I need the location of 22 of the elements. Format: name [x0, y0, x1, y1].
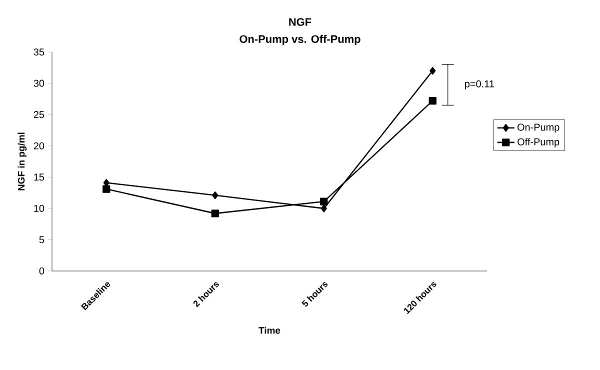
annotation: p=0.11	[465, 80, 494, 90]
point	[428, 96, 436, 105]
y-axis-title: NGF in pg/ml	[18, 132, 27, 190]
legend-label: Off-Pump	[518, 138, 560, 148]
y-tick-label: 0	[39, 267, 44, 275]
point	[430, 66, 436, 75]
y-tick-label: 15	[34, 174, 44, 181]
y-tick-label: 30	[34, 80, 44, 87]
point	[102, 185, 110, 193]
legend-label: On-Pump	[517, 124, 560, 133]
chart-title: NGF	[289, 18, 312, 26]
x-axis-title: Time	[258, 326, 280, 334]
y-tick-label: 5	[39, 236, 44, 244]
chart-subtitle: On-Pump vs. Off-Pump	[240, 34, 360, 46]
point	[320, 204, 327, 212]
point	[212, 191, 218, 200]
y-tick-label: 10	[34, 204, 44, 212]
y-tick-label: 20	[34, 142, 44, 150]
point	[320, 198, 328, 206]
y-tick-label: 35	[34, 48, 44, 56]
y-tick-label: 25	[34, 111, 44, 118]
point	[211, 210, 219, 218]
